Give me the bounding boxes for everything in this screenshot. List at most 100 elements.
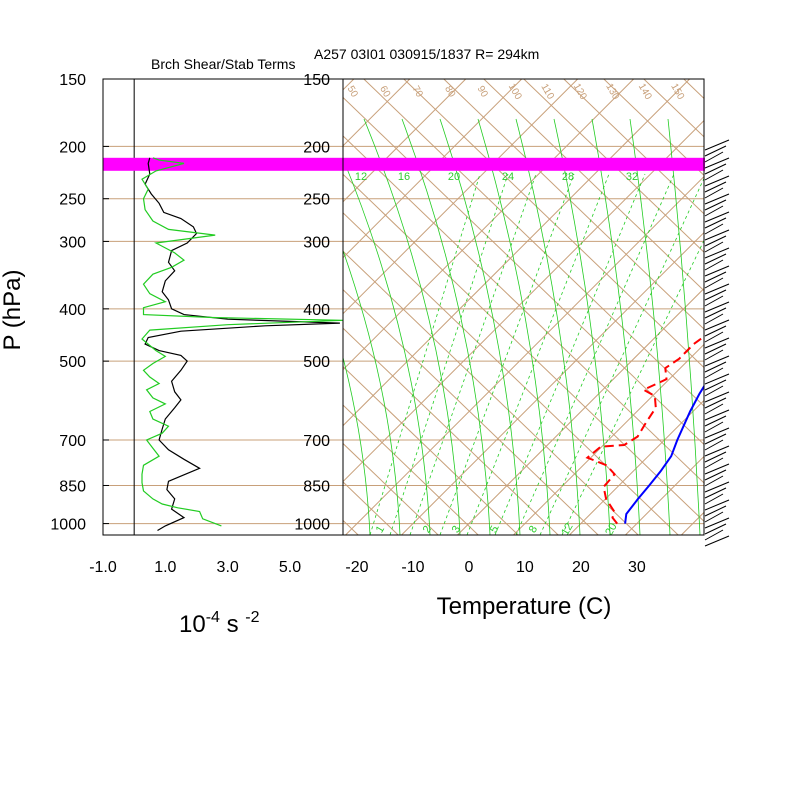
moist-adiabat-label: 8 [527,524,540,535]
dry-adiabat [343,327,559,535]
y-tick-label-mid: 250 [303,192,330,209]
mixing-ratio-label: 20 [448,171,460,183]
x-axis-label-left-exp1: -4 [206,609,220,626]
wind-barb [704,463,730,475]
moist-adiabat [343,355,371,535]
wind-barb [704,343,727,355]
y-tick-label-left: 400 [59,302,86,319]
theta-label: 100 [506,82,524,102]
isotherm [0,79,298,535]
right-panel-title: A257 03I01 030915/1837 R= 294km [314,46,539,62]
wind-barb [704,475,724,487]
dry-adiabat [603,79,704,177]
x-tick-label-temp: -20 [345,559,368,576]
wind-barb [704,205,724,217]
mixing-ratio-label: 24 [502,171,514,183]
theta-label: 130 [603,82,621,102]
moist-adiabat [553,118,611,535]
moist-adiabat [363,118,461,535]
isotherm [343,79,579,315]
y-tick-label-left: 150 [59,72,86,89]
dry-adiabat [563,79,704,215]
wind-barbs [704,139,730,547]
wind-barb [704,175,730,187]
tropopause-band [103,157,705,171]
series-temperature [624,384,704,524]
moist-adiabat [343,249,401,535]
theta-label: 120 [571,82,589,102]
moist-adiabat-label: 3 [450,524,463,535]
wind-barb [704,247,730,259]
mixing-ratio-label: 28 [562,171,574,183]
isotherm [343,79,690,427]
isotherm [625,455,704,535]
wind-barb [704,313,724,325]
mixing-ratio-line [369,173,481,535]
dry-adiabat [343,173,704,523]
wind-barb [704,433,727,445]
y-tick-label-left: 500 [59,354,86,371]
moist-adiabat [515,118,581,535]
wind-barb [704,469,727,481]
dry-adiabat [483,79,704,292]
wind-barb [704,397,727,409]
wind-barb [704,325,727,337]
dry-adiabat [403,79,704,369]
y-tick-label-mid: 200 [303,139,330,156]
x-tick-label-temp: 30 [628,559,646,576]
dry-adiabat [343,442,439,535]
isotherm [681,511,704,535]
dry-adiabat [343,135,704,484]
wind-barb [704,187,724,199]
y-tick-label-left: 300 [59,234,86,251]
dry-adiabat [363,79,704,407]
y-tick-label-mid: 850 [303,478,330,495]
wind-barb [704,157,730,169]
isotherm [343,79,355,91]
mixing-ratio-line [561,239,704,535]
x-axis-label-left-mid: s [220,611,245,638]
wind-barb [704,385,724,397]
wind-barb [704,319,730,331]
wind-barb [704,427,730,439]
dry-adiabat [0,59,259,555]
wind-barb [704,295,724,307]
wind-barb [704,523,727,535]
moist-adiabat-label: 1 [374,524,387,535]
mixing-ratio-line [439,173,575,535]
wind-barb [704,409,730,421]
wind-barb [704,535,730,547]
x-tick-label-temp: 0 [464,559,473,576]
wind-barb [704,421,724,433]
theta-label: 50 [345,84,360,100]
wind-barb [704,235,727,247]
mixing-ratio-line [409,173,537,535]
mixing-ratio-line [539,177,704,535]
wind-barb [704,349,724,361]
x-tick-label-left: 1.0 [154,559,176,576]
wind-barb [704,223,724,235]
wind-barb [704,511,724,523]
wind-barb [704,169,724,181]
left-panel-data [141,157,343,532]
mixing-ratio-label: 32 [626,171,638,183]
wind-barb [704,301,730,313]
isotherm [343,119,704,483]
right-panel-frame [342,78,705,536]
moist-adiabat [629,118,671,535]
theta-label: 140 [636,82,654,102]
theta-label: 70 [410,84,425,100]
wind-barb [704,181,727,193]
left-series-green [141,157,343,527]
moist-adiabat-label: 2 [421,524,434,535]
dry-adiabat [443,79,704,330]
x-tick-label-left: 5.0 [279,559,301,576]
wind-barb [704,487,727,499]
y-tick-label-mid: 500 [303,354,330,371]
y-tick-label-left: 700 [59,433,86,450]
wind-barb [704,493,724,505]
y-axis-label: P (hPa) [0,270,26,351]
